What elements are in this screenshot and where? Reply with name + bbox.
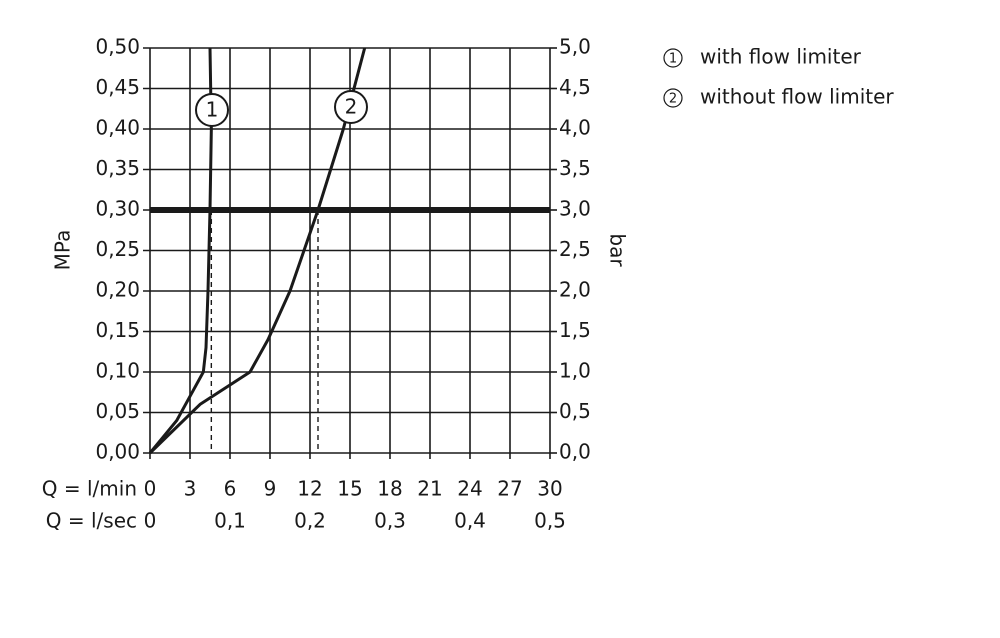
y-tick-label: 0,00	[95, 440, 140, 464]
x-tick-label: 15	[337, 477, 362, 501]
x2-axis-label: Q = l/sec	[46, 509, 137, 533]
y-tick-label: 0,50	[95, 35, 140, 59]
x-axis-label: Q = l/min	[42, 477, 137, 501]
y2-tick-label: 3,0	[559, 197, 591, 221]
y2-tick-label: 4,5	[559, 75, 591, 99]
legend-circle	[663, 88, 683, 108]
y2-tick-label: 1,5	[559, 318, 591, 342]
legend-number: 1	[669, 52, 677, 67]
y2-tick-label: 5,0	[559, 35, 591, 59]
x2-tick-label: 0	[144, 509, 157, 533]
y-tick-label: 0,05	[95, 399, 140, 423]
x-tick-label: 18	[377, 477, 402, 501]
y-tick-label: 0,40	[95, 116, 140, 140]
x2-tick-label: 0,2	[294, 509, 326, 533]
y2-tick-label: 2,5	[559, 237, 591, 261]
legend-label: with flow limiter	[700, 45, 862, 69]
y-tick-label: 0,25	[95, 237, 140, 261]
x-tick-label: 27	[497, 477, 522, 501]
y2-tick-label: 2,0	[559, 278, 591, 302]
x-tick-label: 21	[417, 477, 442, 501]
series-line	[148, 47, 213, 454]
x-tick-label: 12	[297, 477, 322, 501]
y2-tick-label: 1,0	[559, 359, 591, 383]
y-tick-label: 0,30	[95, 197, 140, 221]
x2-tick-label: 0,1	[214, 509, 246, 533]
x-tick-label: 24	[457, 477, 482, 501]
legend-circle	[663, 48, 683, 68]
y-tick-label: 0,10	[95, 359, 140, 383]
x-tick-label: 9	[264, 477, 277, 501]
series-marker-label: 2	[345, 95, 358, 119]
legend-number: 2	[669, 92, 677, 107]
x-tick-label: 30	[537, 477, 562, 501]
x-tick-label: 0	[144, 477, 157, 501]
y-axis-label: MPa	[51, 230, 75, 271]
y2-tick-label: 0,0	[559, 440, 591, 464]
x-tick-label: 6	[224, 477, 237, 501]
y-tick-label: 0,45	[95, 75, 140, 99]
y-tick-label: 0,35	[95, 156, 140, 180]
y2-tick-label: 3,5	[559, 156, 591, 180]
series-marker-circle	[195, 93, 229, 127]
series-marker-circle	[334, 90, 368, 124]
x2-tick-label: 0,4	[454, 509, 486, 533]
y2-tick-label: 4,0	[559, 116, 591, 140]
series-marker-label: 1	[206, 98, 219, 122]
y2-tick-label: 0,5	[559, 399, 591, 423]
y-tick-label: 0,15	[95, 318, 140, 342]
legend-label: without flow limiter	[700, 85, 894, 109]
x-tick-label: 3	[184, 477, 197, 501]
y-tick-label: 0,20	[95, 278, 140, 302]
y2-axis-label: bar	[606, 233, 630, 267]
x2-tick-label: 0,5	[534, 509, 566, 533]
x2-tick-label: 0,3	[374, 509, 406, 533]
